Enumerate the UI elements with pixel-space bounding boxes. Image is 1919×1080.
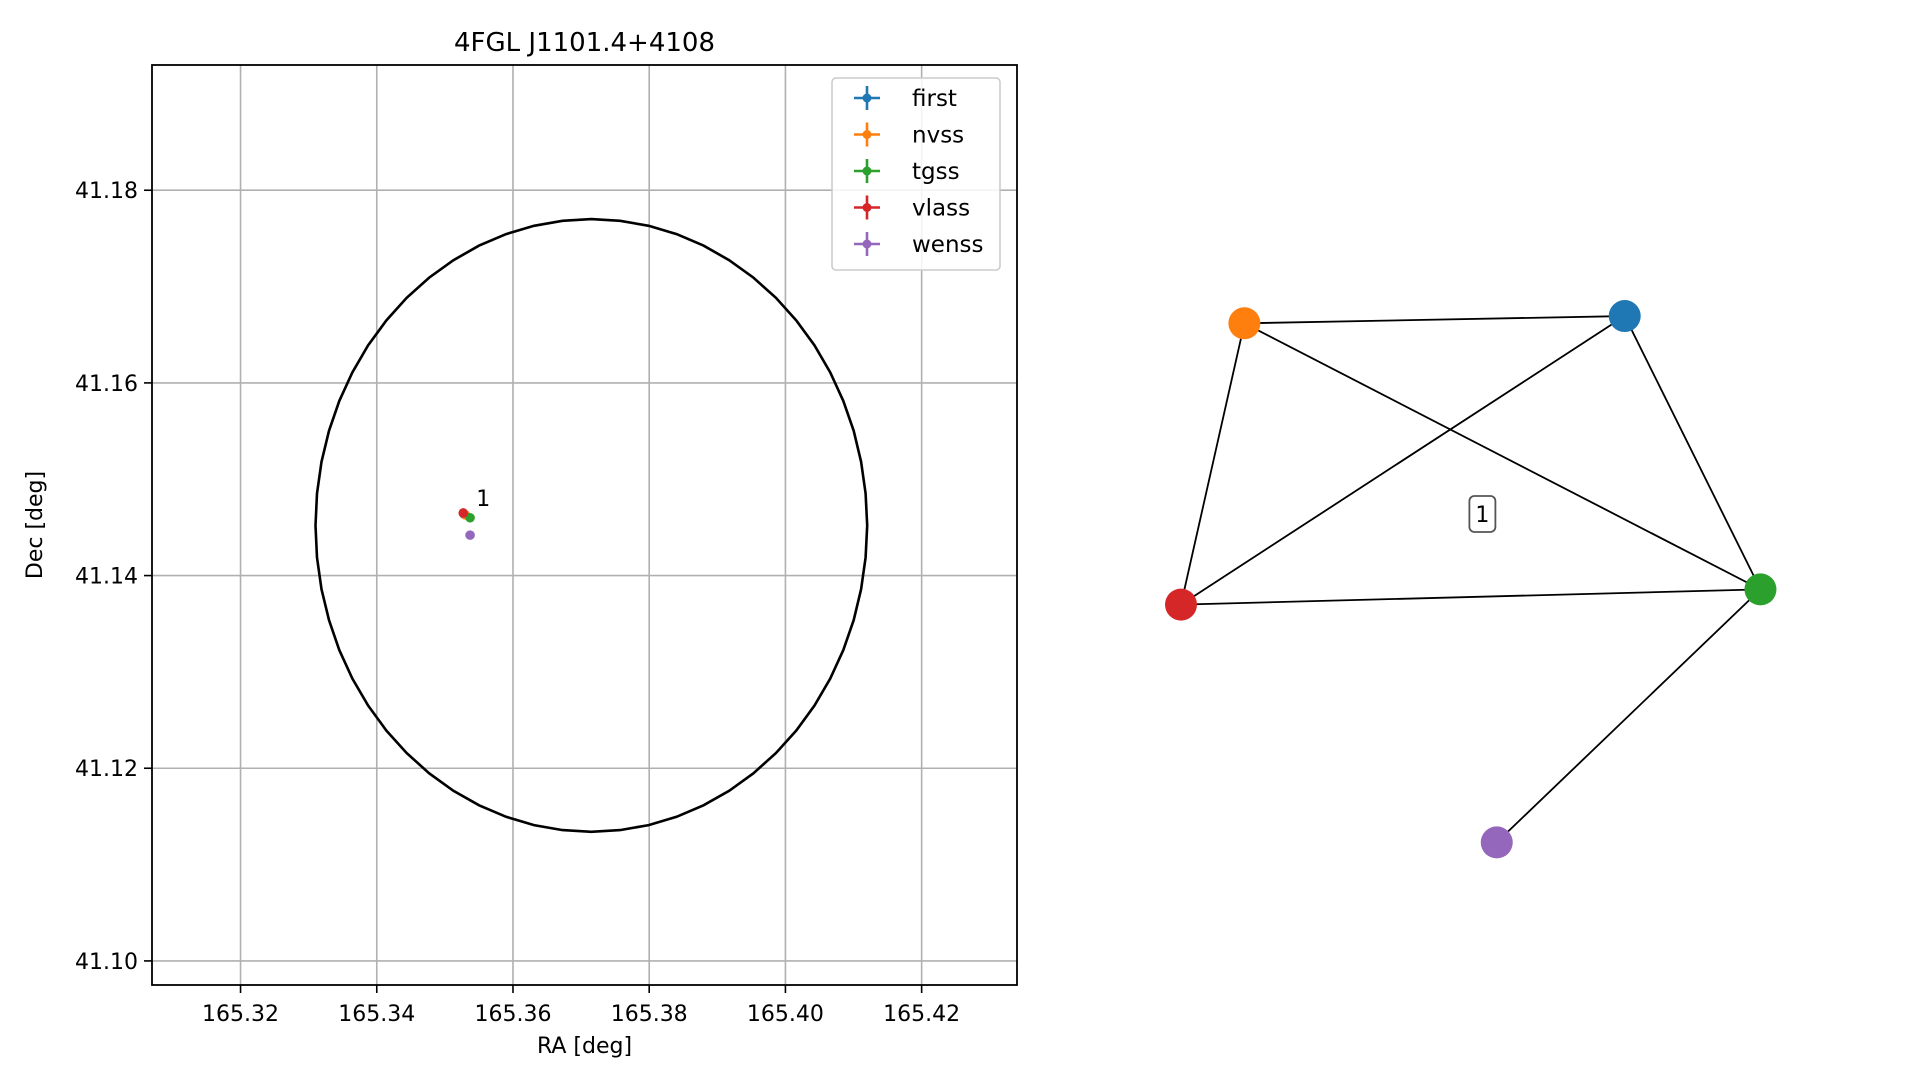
edge-nvss-first xyxy=(1244,315,1625,325)
legend-item-wenss: wenss xyxy=(854,232,984,258)
plot-frame xyxy=(151,64,1018,986)
edge-vlass-tgss xyxy=(1180,588,1761,606)
node-first xyxy=(1608,300,1641,333)
legend-item-vlass: vlass xyxy=(854,195,970,222)
graph-label-text: 1 xyxy=(1475,503,1489,528)
legend: first nvss tgss vlass wenss xyxy=(831,77,1001,271)
point-annotation: 1 xyxy=(476,487,490,512)
legend-marker-dot xyxy=(862,203,872,212)
legend-label: wenss xyxy=(912,232,984,258)
y-tick-label: 41.12 xyxy=(75,757,138,782)
x-tick-label: 165.32 xyxy=(202,1002,279,1027)
scatter-chart: 4FGL J1101.4+4108 1 165.32 165.34 165.36 16… xyxy=(23,28,1018,1059)
y-tick-label: 41.16 xyxy=(75,372,138,397)
legend-label: tgss xyxy=(912,159,960,185)
edge-tgss-wenss xyxy=(1496,588,1762,844)
x-tick-label: 165.34 xyxy=(338,1002,415,1027)
y-axis-label: Dec [deg] xyxy=(23,471,48,579)
node-tgss xyxy=(1744,573,1777,606)
x-tick-label: 165.40 xyxy=(747,1002,824,1027)
node-vlass xyxy=(1165,588,1197,621)
network-graph: 1 xyxy=(1165,300,1777,859)
legend-item-first: first xyxy=(854,86,957,112)
graph-label-box xyxy=(1468,495,1497,533)
y-tick-label: 41.18 xyxy=(75,179,138,204)
node-nvss xyxy=(1228,307,1261,340)
node-wenss xyxy=(1480,826,1513,859)
edge-nvss-tgss xyxy=(1243,322,1761,591)
y-tick-label: 41.14 xyxy=(75,565,138,590)
legend-marker-dot xyxy=(862,239,872,249)
legend-marker-dot xyxy=(862,93,872,103)
localization-ellipse xyxy=(314,217,869,834)
point-vlass xyxy=(458,508,469,518)
x-tick-label: 165.36 xyxy=(474,1002,551,1027)
chart-title: 4FGL J1101.4+4108 xyxy=(454,28,715,58)
legend-marker-dot xyxy=(862,166,872,176)
graph-edges xyxy=(1180,315,1762,844)
axis-ticks: 165.32 165.34 165.36 165.38 165.40 165.42 41.1… xyxy=(75,179,960,1027)
x-tick-label: 165.38 xyxy=(611,1002,688,1027)
point-tgss xyxy=(465,512,475,523)
legend-marker-dot xyxy=(862,130,872,139)
legend-item-tgss: tgss xyxy=(854,159,960,185)
x-axis-label: RA [deg] xyxy=(537,1034,632,1059)
legend-label: first xyxy=(912,86,957,112)
x-tick-label: 165.42 xyxy=(883,1002,960,1027)
y-tick-label: 41.10 xyxy=(75,950,138,975)
graph-label: 1 xyxy=(1468,495,1497,533)
legend-label: vlass xyxy=(912,196,970,222)
edge-first-vlass xyxy=(1180,315,1626,606)
legend-item-nvss: nvss xyxy=(854,122,964,149)
edge-nvss-vlass xyxy=(1180,323,1246,605)
legend-label: nvss xyxy=(912,123,964,149)
point-wenss xyxy=(465,530,475,540)
source-points: 1 xyxy=(458,487,490,540)
legend-box xyxy=(831,77,1001,271)
graph-nodes xyxy=(1165,300,1777,859)
ellipse-outline xyxy=(314,217,869,834)
edge-first-tgss xyxy=(1623,315,1762,590)
